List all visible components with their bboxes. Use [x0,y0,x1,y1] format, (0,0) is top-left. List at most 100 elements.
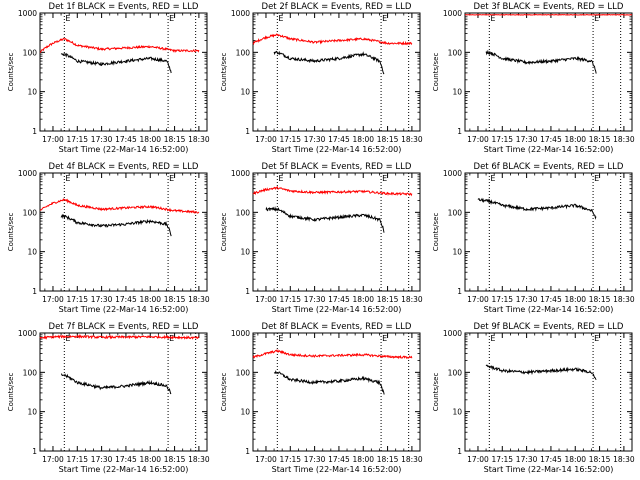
y-tick-label: 10 [452,248,462,257]
x-tick-label: 18:00 [139,135,161,144]
event-marker-label: E [169,14,174,23]
x-tick-label: 18:30 [401,455,423,464]
y-tick-label: 1000 [443,329,462,338]
panel-det-9: Det 9f BLACK = Events, RED = LLD Counts/s… [432,322,635,474]
y-tick-label: 10 [240,408,250,417]
x-tick-label: 17:30 [91,135,113,144]
panel-title: Det 7f BLACK = Events, RED = LLD [49,322,199,332]
series-events-line [477,197,597,220]
axes-frame [39,172,208,292]
y-tick-label: 100 [236,208,251,217]
x-tick-label: 17:00 [255,295,277,304]
x-tick-label: 17:45 [540,455,562,464]
panel-det-4: Det 4f BLACK = Events, RED = LLD Counts/s… [7,162,210,314]
event-marker-label: E [490,174,495,183]
x-tick-label: 17:45 [328,455,350,464]
x-tick-label: 18:00 [352,455,374,464]
y-axis-label: Counts/sec [220,53,228,92]
x-tick-label: 18:00 [139,455,161,464]
event-marker-label: E [65,174,70,183]
panel-det-5: Det 5f BLACK = Events, RED = LLD Counts/s… [220,162,423,314]
axes-frame [252,332,421,452]
y-tick-label: 100 [23,48,38,57]
x-tick-label: 17:45 [115,455,137,464]
panel-title: Det 5f BLACK = Events, RED = LLD [262,162,412,172]
y-axis-label: Counts/sec [7,53,15,92]
x-tick-label: 17:15 [491,295,513,304]
y-axis-label: Counts/sec [220,213,228,252]
event-marker-label: E [169,174,174,183]
x-tick-label: 18:30 [613,455,635,464]
axes-frame [252,172,421,292]
x-tick-label: 17:00 [42,295,64,304]
x-tick-label: 17:45 [328,295,350,304]
x-tick-label: 18:00 [139,295,161,304]
y-tick-label: 100 [448,368,463,377]
x-tick-label: 17:00 [467,295,489,304]
event-marker-label: E [278,334,283,343]
x-tick-label: 18:15 [589,295,611,304]
y-tick-label: 1000 [231,9,250,18]
series-events-line [485,364,597,381]
x-tick-label: 18:00 [352,135,374,144]
y-tick-label: 1 [32,287,37,296]
y-tick-label: 1 [457,127,462,136]
x-tick-label: 17:00 [467,135,489,144]
y-tick-label: 10 [27,408,37,417]
series-lld-line [252,348,413,360]
x-tick-label: 18:15 [164,455,186,464]
axes-frame [464,332,633,452]
y-tick-label: 100 [236,48,251,57]
x-tick-label: 18:15 [164,135,186,144]
axes-frame [464,12,633,132]
x-tick-label: 18:30 [188,135,210,144]
x-tick-label: 18:15 [377,295,399,304]
x-tick-label: 17:45 [540,135,562,144]
y-tick-label: 1000 [18,169,37,178]
axes-frame [252,12,421,132]
x-tick-label: 18:30 [188,295,210,304]
series-lld-line [39,197,200,214]
event-marker-label: E [278,14,283,23]
x-tick-label: 17:00 [255,135,277,144]
panel-det-2: Det 2f BLACK = Events, RED = LLD Counts/s… [220,2,423,154]
x-tick-label: 18:15 [377,455,399,464]
series-lld-line [39,333,200,340]
axes-frame [464,172,633,292]
x-axis-label: Start Time (22-Mar-14 16:52:00) [484,145,614,154]
x-tick-label: 17:15 [279,295,301,304]
x-tick-label: 17:30 [304,455,326,464]
panel-det-7: Det 7f BLACK = Events, RED = LLD Counts/s… [7,322,210,474]
panel-det-3: Det 3f BLACK = Events, RED = LLD Counts/s… [432,2,635,154]
y-tick-label: 1 [32,127,37,136]
x-tick-label: 17:00 [467,455,489,464]
panel-det-6: Det 6f BLACK = Events, RED = LLD Counts/s… [432,162,635,314]
y-tick-label: 1000 [231,169,250,178]
y-tick-label: 1000 [443,9,462,18]
y-tick-label: 1000 [443,169,462,178]
x-axis-label: Start Time (22-Mar-14 16:52:00) [59,465,189,474]
y-tick-label: 10 [27,88,37,97]
x-tick-label: 18:15 [377,135,399,144]
panel-det-8: Det 8f BLACK = Events, RED = LLD Counts/s… [220,322,423,474]
y-tick-label: 10 [240,248,250,257]
x-tick-label: 17:15 [491,455,513,464]
event-marker-label: E [65,14,70,23]
series-events-line [273,50,385,75]
x-tick-label: 17:30 [516,135,538,144]
series-lld-line [464,13,633,16]
y-tick-label: 10 [452,408,462,417]
x-tick-label: 17:30 [516,295,538,304]
series-events-line [485,49,597,74]
x-tick-label: 18:00 [564,135,586,144]
series-events-line [60,373,172,395]
x-tick-label: 18:15 [164,295,186,304]
series-lld-line [252,33,413,46]
y-tick-label: 100 [23,368,38,377]
panel-title: Det 8f BLACK = Events, RED = LLD [262,322,412,332]
x-tick-label: 17:15 [66,295,88,304]
x-tick-label: 17:45 [540,295,562,304]
y-tick-label: 1 [457,447,462,456]
x-tick-label: 17:00 [42,135,64,144]
x-axis-label: Start Time (22-Mar-14 16:52:00) [59,145,189,154]
